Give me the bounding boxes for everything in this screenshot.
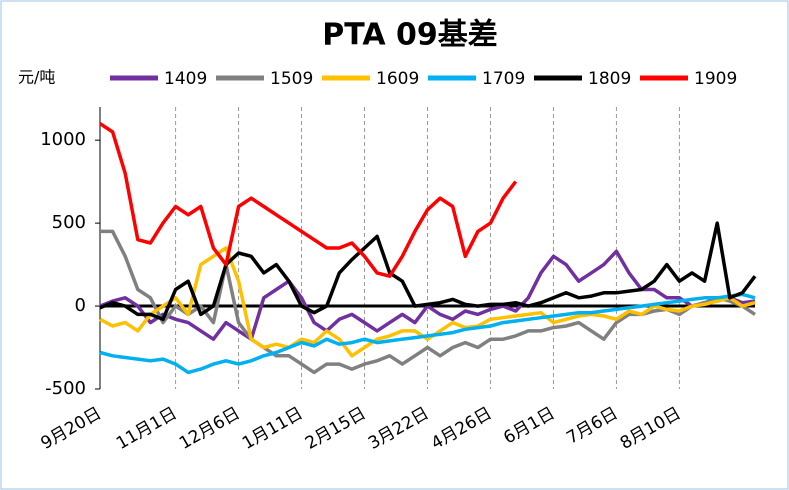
legend-label: 1809 (588, 69, 631, 89)
y-tick-label: 1000 (40, 129, 86, 150)
y-tick-label: 0 (75, 295, 86, 316)
legend-label: 1609 (376, 69, 419, 89)
legend-label: 1509 (270, 69, 313, 89)
y-axis-label: 元/吨 (18, 68, 55, 87)
chart-title: PTA 09基差 (322, 18, 498, 53)
series-line (99, 292, 756, 375)
series-line (99, 246, 756, 358)
y-tick-label: -500 (45, 378, 86, 399)
series-line (99, 221, 757, 322)
series-line (99, 122, 518, 278)
y-tick-label: 500 (52, 212, 86, 233)
legend-label: 1709 (482, 69, 525, 89)
legend-label: 1909 (694, 69, 737, 89)
legend-label: 1409 (164, 69, 207, 89)
